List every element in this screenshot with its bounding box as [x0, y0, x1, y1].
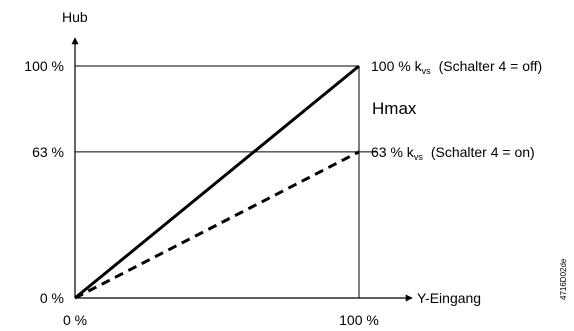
x-axis-label: Y-Eingang	[417, 290, 481, 306]
y-axis-label: Hub	[62, 9, 88, 25]
y-tick-label: 0 %	[40, 290, 64, 306]
series-lines	[74, 64, 360, 300]
series-label-subscript: vs	[414, 152, 424, 162]
series-label-main: 63 % k	[371, 144, 415, 160]
series-label-main: 100 % k	[371, 58, 423, 74]
figure-code: 4716D02de	[559, 258, 568, 300]
x-tick-labels: 0 % 100 %	[63, 312, 379, 328]
series-end-label: 63 % kvs (Schalter 4 = on)	[371, 144, 535, 162]
series-label-subscript: vs	[422, 66, 432, 76]
series-labels: 100 % kvs (Schalter 4 = off)63 % kvs (Scha…	[371, 58, 542, 162]
solid-series-line	[74, 64, 360, 300]
series-label-note: (Schalter 4 = off)	[439, 58, 543, 74]
series-end-label: 100 % kvs (Schalter 4 = off)	[371, 58, 542, 76]
series-label-note: (Schalter 4 = on)	[431, 144, 535, 160]
x-tick-label: 0 %	[63, 312, 87, 328]
x-tick-label: 100 %	[339, 312, 379, 328]
hmax-annotation: Hmax	[372, 99, 417, 118]
dashed-series-line	[74, 150, 360, 300]
y-tick-labels: 0 % 63 % 100 %	[24, 58, 64, 306]
reference-lines	[75, 65, 377, 153]
y-tick-label: 63 %	[32, 144, 64, 160]
y-tick-label: 100 %	[24, 58, 64, 74]
